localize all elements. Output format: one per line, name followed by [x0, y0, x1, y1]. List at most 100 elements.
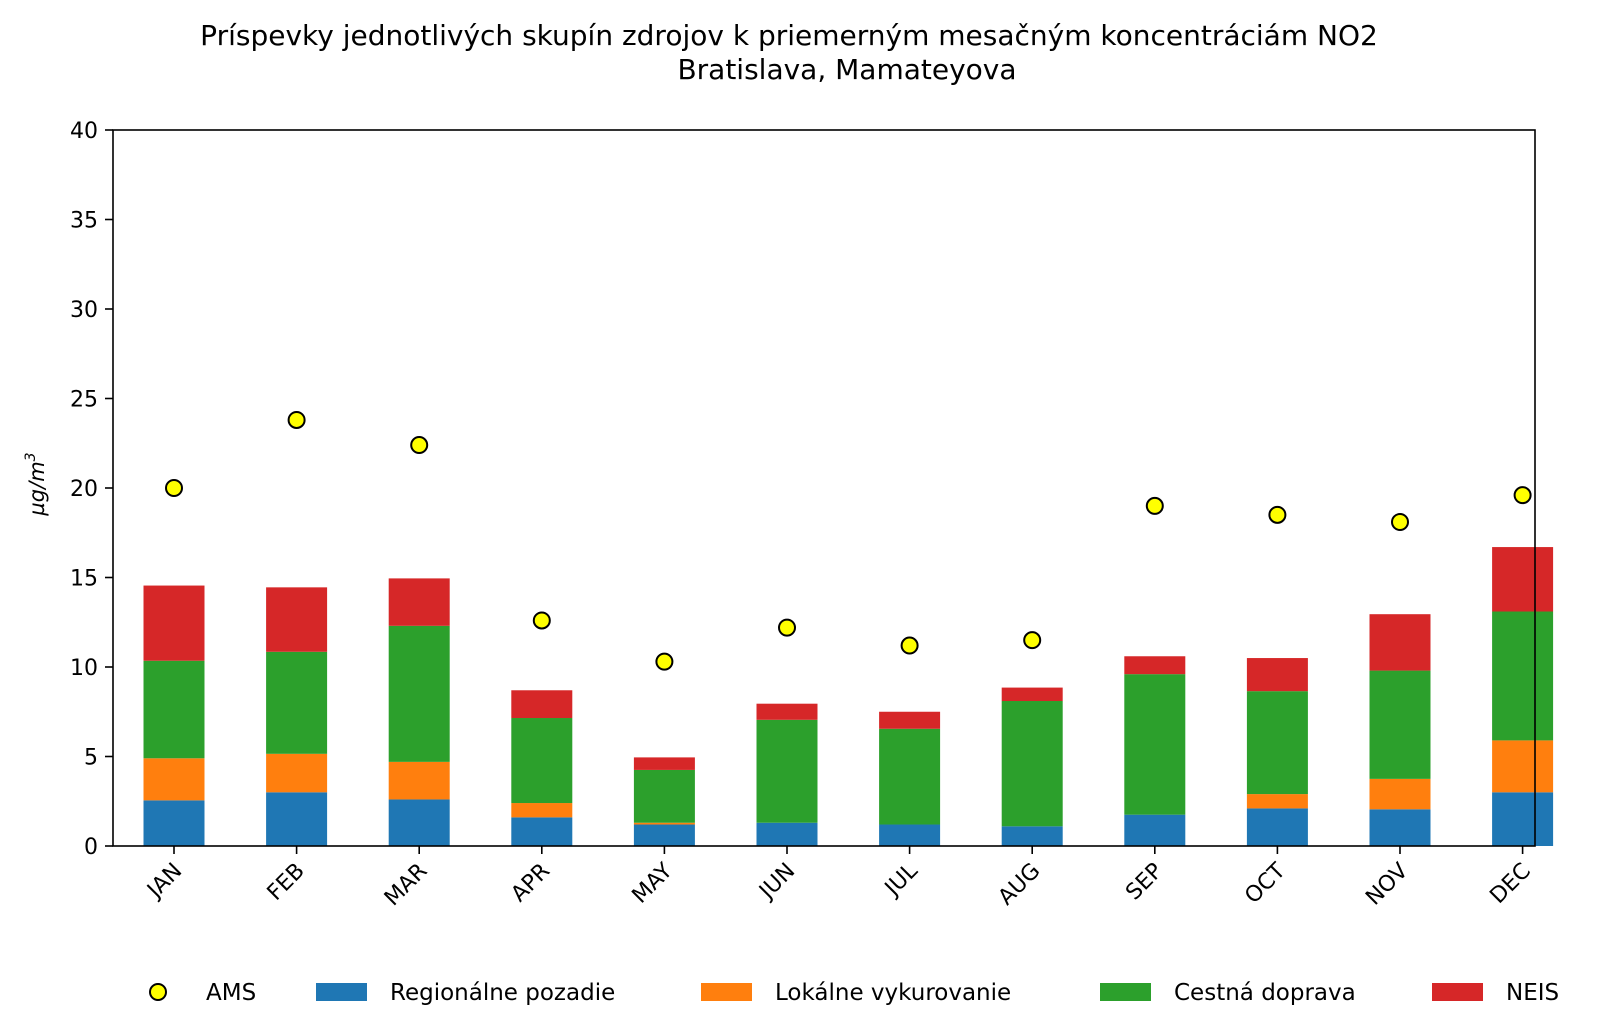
bar-regionalne-pozadie-jul	[879, 824, 941, 846]
legend-swatch-regionalne-pozadie	[316, 983, 367, 1001]
bar-cestna-doprava-feb	[266, 651, 328, 754]
y-tick-label: 5	[84, 746, 98, 771]
bar-cestna-doprava-sep	[1124, 674, 1186, 815]
legend-swatch-neis	[1432, 983, 1483, 1001]
y-axis-label: µg/m3	[23, 452, 49, 516]
x-tick-label: SEP	[1121, 859, 1168, 906]
y-tick-label: 0	[84, 835, 98, 860]
ams-marker-mar	[410, 436, 429, 455]
bar-regionalne-pozadie-sep	[1124, 814, 1186, 846]
ams-marker-may	[655, 652, 674, 671]
bar-regionalne-pozadie-apr	[511, 817, 573, 846]
y-tick-label: 10	[70, 656, 98, 681]
bar-regionalne-pozadie-mar	[388, 799, 450, 846]
chart-subtitle: Bratislava, Mamateyova	[677, 53, 1016, 86]
ams-marker-sep	[1145, 496, 1164, 515]
ams-markers	[165, 410, 1532, 671]
y-axis-label-main: µg/m	[25, 461, 49, 516]
legend-item-ams: AMS	[149, 980, 256, 1006]
ams-marker-nov	[1391, 513, 1409, 532]
x-tick-label: OCT	[1240, 858, 1291, 909]
bar-lokalne-vykurovanie-dec	[1492, 740, 1554, 793]
x-axis: JAN FEB MAR APR MAY JUN JUL AUG SEP OCT NOV DEC	[142, 846, 1536, 911]
x-tick-label: FEB	[263, 859, 310, 906]
chart-title: Príspevky jednotlivých skupín zdrojov k …	[200, 19, 1378, 52]
x-tick-label: JUN	[754, 859, 801, 906]
bar-regionalne-pozadie-nov	[1369, 809, 1431, 846]
bar-lokalne-vykurovanie-jan	[143, 758, 205, 801]
bar-lokalne-vykurovanie-may	[633, 822, 695, 825]
ams-marker-oct	[1268, 505, 1287, 524]
legend-swatch-lokalne-vykurovanie	[701, 983, 752, 1001]
bar-regionalne-pozadie-jan	[143, 800, 205, 846]
ams-marker-aug	[1023, 631, 1042, 650]
y-tick-label: 25	[70, 388, 98, 413]
bar-regionalne-pozadie-oct	[1246, 808, 1308, 846]
ams-marker-jan	[165, 479, 183, 497]
bar-cestna-doprava-mar	[388, 625, 450, 762]
bar-regionalne-pozadie-aug	[1001, 826, 1063, 846]
legend-label-regionalne-pozadie: Regionálne pozadie	[390, 980, 615, 1006]
ams-marker-apr	[532, 611, 551, 630]
legend-label-cestna-doprava: Cestná doprava	[1174, 980, 1356, 1006]
legend-item-regionalne-pozadie: Regionálne pozadie	[316, 980, 615, 1006]
bar-cestna-doprava-nov	[1369, 670, 1431, 779]
bar-lokalne-vykurovanie-nov	[1369, 778, 1431, 810]
y-axis: 0 5 10 15 20 25 30 35 40	[70, 119, 113, 860]
ams-marker-jun	[778, 618, 796, 637]
legend-item-lokalne-vykurovanie: Lokálne vykurovanie	[701, 980, 1011, 1006]
y-tick-label: 20	[70, 477, 98, 502]
bar-neis-mar	[388, 578, 450, 626]
x-tick-label: NOV	[1361, 859, 1413, 911]
bar-regionalne-pozadie-feb	[266, 792, 328, 846]
bar-cestna-doprava-aug	[1001, 701, 1063, 827]
x-tick-label: AUG	[994, 859, 1046, 911]
x-tick-label: APR	[507, 859, 556, 908]
legend-item-cestna-doprava: Cestná doprava	[1100, 980, 1356, 1006]
x-tick-label: MAR	[380, 859, 433, 912]
bar-cestna-doprava-apr	[511, 718, 573, 804]
bar-neis-may	[633, 757, 695, 770]
legend-label-neis: NEIS	[1506, 980, 1559, 1006]
bar-cestna-doprava-jan	[143, 660, 205, 759]
bar-cestna-doprava-dec	[1492, 611, 1554, 741]
bar-neis-jun	[756, 703, 818, 720]
y-axis-label-superscript: 3	[23, 452, 39, 461]
legend-item-neis: NEIS	[1432, 980, 1559, 1006]
bar-lokalne-vykurovanie-mar	[388, 761, 450, 800]
bar-regionalne-pozadie-may	[633, 824, 695, 846]
bar-neis-feb	[266, 587, 328, 652]
bar-neis-jul	[879, 711, 941, 729]
bar-cestna-doprava-may	[633, 769, 695, 823]
x-tick-label: JUL	[879, 858, 923, 902]
x-tick-label: DEC	[1485, 859, 1535, 909]
y-tick-label: 30	[70, 298, 98, 323]
bar-cestna-doprava-jul	[879, 728, 941, 825]
legend: AMS Regionálne pozadie Lokálne vykurovanie…	[149, 980, 1559, 1006]
y-tick-label: 40	[70, 119, 98, 144]
legend-label-lokalne-vykurovanie: Lokálne vykurovanie	[775, 980, 1011, 1006]
ams-marker-jul	[900, 636, 919, 655]
bar-neis-dec	[1492, 547, 1554, 612]
bar-neis-oct	[1246, 658, 1308, 692]
bar-regionalne-pozadie-dec	[1492, 792, 1554, 846]
stacked-bars	[143, 547, 1554, 846]
legend-swatch-cestna-doprava	[1100, 983, 1151, 1001]
x-tick-label: JAN	[142, 859, 188, 905]
legend-marker-ams	[149, 983, 167, 1001]
y-tick-label: 35	[70, 209, 98, 234]
bar-lokalne-vykurovanie-apr	[511, 803, 573, 818]
bar-cestna-doprava-oct	[1246, 691, 1308, 795]
legend-label-ams: AMS	[206, 980, 256, 1006]
bar-cestna-doprava-jun	[756, 719, 818, 823]
bar-neis-aug	[1001, 687, 1063, 702]
bar-neis-nov	[1369, 614, 1431, 671]
bar-neis-apr	[511, 690, 573, 719]
bar-lokalne-vykurovanie-oct	[1246, 794, 1308, 809]
x-tick-label: MAY	[628, 858, 678, 908]
bar-regionalne-pozadie-jun	[756, 822, 818, 846]
bar-lokalne-vykurovanie-feb	[266, 753, 328, 793]
ams-marker-dec	[1513, 486, 1532, 505]
y-tick-label: 15	[70, 567, 98, 592]
